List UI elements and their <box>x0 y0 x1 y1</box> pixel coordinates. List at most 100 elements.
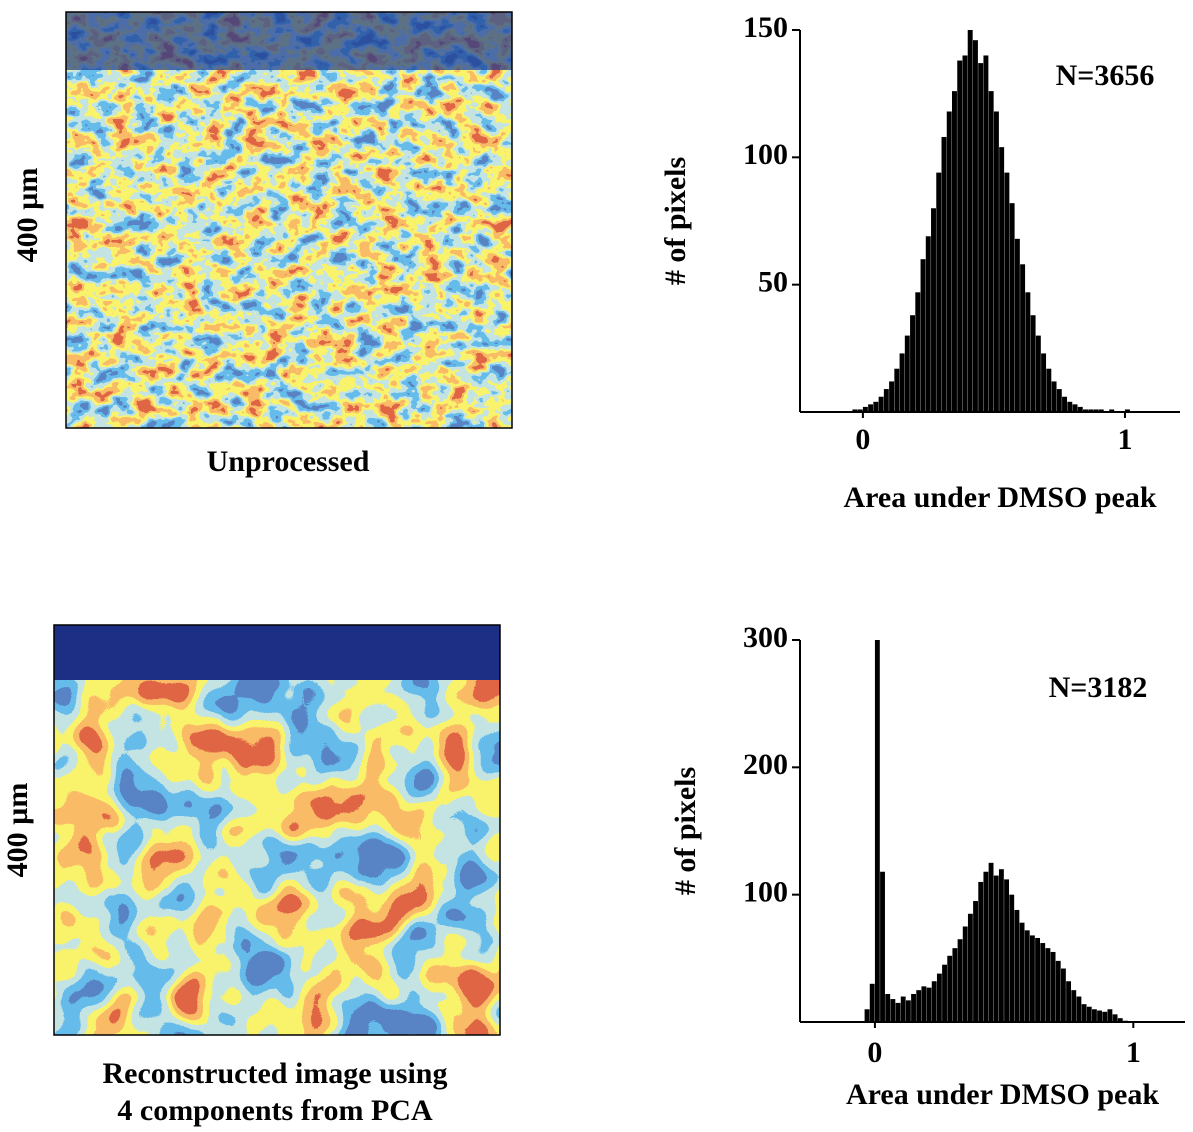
x-tick-label: 1 <box>1126 1036 1141 1069</box>
histogram-bar <box>1040 943 1046 1022</box>
histogram-bar <box>883 389 889 412</box>
histogram-bar <box>988 862 994 1022</box>
histogram-bar <box>1091 1009 1097 1022</box>
histogram-bar <box>1029 935 1035 1022</box>
histogram-bar <box>978 63 984 413</box>
heatmap-image <box>66 12 512 428</box>
histogram-bar <box>1062 396 1068 412</box>
histogram-bar <box>878 396 884 412</box>
histogram-bar <box>1083 409 1088 412</box>
histogram-bar <box>890 999 896 1022</box>
histogram-bar <box>1025 292 1031 412</box>
histogram-bar <box>936 973 942 1022</box>
histogram-bar <box>972 40 978 412</box>
histogram-bar <box>947 955 953 1022</box>
histogram-bar <box>957 60 963 413</box>
histogram-bar <box>1107 1009 1113 1022</box>
histogram-bar <box>1014 238 1020 412</box>
histogram-bar <box>983 871 989 1022</box>
image-caption: Unprocessed <box>207 445 370 478</box>
histogram-bar <box>1004 879 1009 1022</box>
histogram-bar <box>900 996 906 1022</box>
histogram-bar <box>1093 409 1099 412</box>
histogram-bar <box>936 172 942 412</box>
histogram-bar <box>1098 409 1104 412</box>
histogram-bar <box>1045 948 1051 1022</box>
x-tick-label: 0 <box>855 423 870 456</box>
histogram-bar <box>905 1000 911 1022</box>
y-tick-label: 100 <box>743 876 788 909</box>
image-caption: Reconstructed image using <box>103 1057 448 1090</box>
histogram-bar <box>1067 401 1073 412</box>
histogram-bar <box>926 987 932 1022</box>
histogram-bar <box>880 871 885 1022</box>
histogram-bar <box>952 948 958 1022</box>
histogram-bar <box>925 236 931 412</box>
histogram-bar <box>916 990 922 1022</box>
histogram-bar <box>895 1002 901 1022</box>
image-border <box>65 11 513 429</box>
y-tick-label: 100 <box>743 138 788 171</box>
heatmap-image <box>54 625 500 1035</box>
image-band <box>66 12 512 70</box>
histogram-bar <box>1077 406 1083 412</box>
histogram-bar <box>1109 409 1115 412</box>
histogram-bar <box>864 1009 870 1022</box>
histogram-bar <box>1030 315 1036 412</box>
annotation: N=3656 <box>1056 59 1155 92</box>
histogram-bar <box>1041 353 1047 412</box>
histogram-bar <box>910 315 916 412</box>
annotation: N=3182 <box>1049 671 1148 704</box>
histogram-bar <box>1056 389 1062 412</box>
histogram-bar <box>862 406 868 412</box>
histogram-bar <box>1019 922 1025 1022</box>
histogram-bar <box>1020 264 1026 412</box>
histogram-bar <box>967 913 973 1022</box>
image-caption: 4 components from PCA <box>117 1094 433 1127</box>
histogram-bar <box>868 404 874 412</box>
histogram-bar <box>852 409 858 412</box>
histogram-bar <box>1088 409 1094 412</box>
histogram-bar <box>931 981 937 1022</box>
histogram-bar <box>999 147 1005 412</box>
histogram-bar <box>1035 937 1041 1022</box>
y-tick-label: 200 <box>743 748 788 781</box>
histogram-bar <box>1060 968 1066 1022</box>
histogram-bar <box>1014 909 1020 1022</box>
histogram-bar <box>921 986 927 1022</box>
histogram-bar <box>915 292 921 412</box>
histogram-bar <box>998 869 1004 1022</box>
histogram-bar <box>1009 894 1015 1022</box>
histogram-bar <box>967 30 973 412</box>
histogram-bar <box>1055 960 1061 1022</box>
histogram-bar <box>1097 1010 1103 1022</box>
histogram-bar <box>1046 368 1052 412</box>
histogram-bar <box>973 901 978 1022</box>
histogram-bar <box>1124 409 1130 412</box>
histogram-bar <box>873 401 879 412</box>
x-axis-label: Area under DMSO peak <box>843 481 1156 514</box>
image-border <box>53 624 501 1036</box>
histogram-bar <box>962 926 968 1022</box>
histogram-bar <box>946 111 952 412</box>
image-band <box>54 625 500 680</box>
histogram-bar <box>1035 335 1041 412</box>
histogram-bar <box>988 91 994 413</box>
histogram-bar <box>1072 404 1078 412</box>
y-axis-label: # of pixels <box>669 767 702 895</box>
y-tick-label: 50 <box>758 266 788 299</box>
histogram-bar <box>983 55 989 412</box>
x-axis-label: Area under DMSO peak <box>846 1078 1159 1111</box>
histogram-bar <box>941 136 947 412</box>
histogram-bar <box>1102 1011 1108 1022</box>
histogram-bar <box>1066 981 1072 1022</box>
histogram-bar <box>874 640 880 1022</box>
histogram-bar <box>904 335 910 412</box>
scale-label: 400 µm <box>1 783 34 878</box>
histogram-bar <box>1004 172 1010 412</box>
histogram-bar <box>869 983 875 1022</box>
histogram-bar <box>1086 1006 1092 1022</box>
histogram-bar <box>931 208 936 412</box>
histogram-bar <box>1081 1004 1087 1022</box>
histogram-bar <box>942 964 947 1022</box>
